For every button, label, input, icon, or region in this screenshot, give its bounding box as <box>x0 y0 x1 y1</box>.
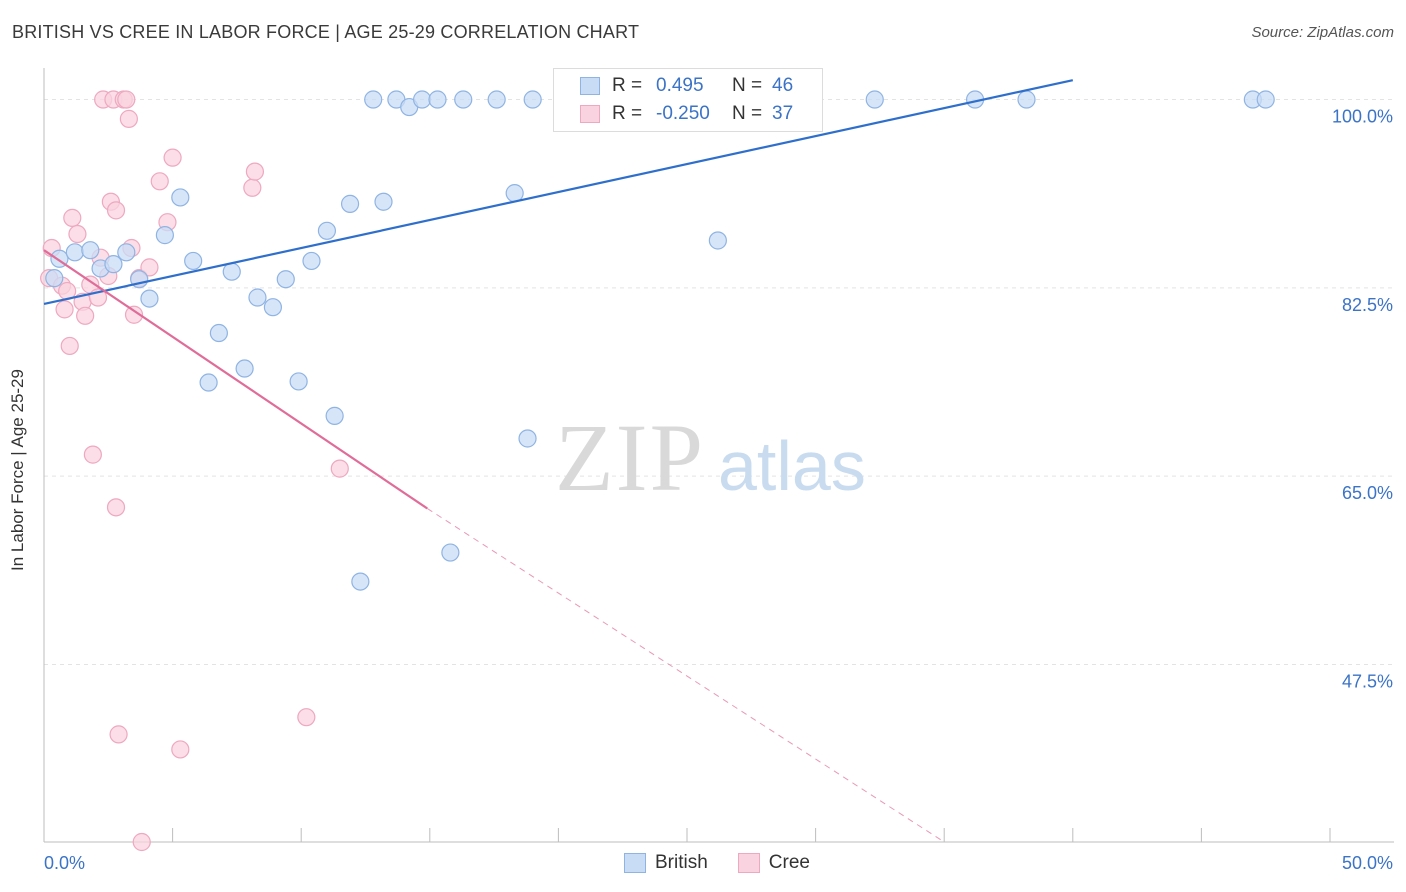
british-n-value: 46 <box>772 75 794 96</box>
british-point-2 <box>65 243 84 262</box>
cree-legend-label: Cree <box>768 852 810 873</box>
y-tick-labels: 100.0% 82.5% 65.0% 47.5% <box>1332 107 1393 692</box>
british-point-10 <box>171 188 190 207</box>
cree-swatch <box>580 105 600 123</box>
british-point-24 <box>351 572 370 591</box>
axes <box>43 68 1394 843</box>
cree-point-3 <box>55 300 74 319</box>
british-point-0 <box>45 269 64 288</box>
british-point-19 <box>289 372 308 391</box>
british-point-39 <box>708 231 727 250</box>
british-point-25 <box>364 90 383 109</box>
cree-point-29 <box>150 172 169 191</box>
british-point-31 <box>454 90 473 109</box>
cree-point-27 <box>132 832 151 852</box>
british-legend-label: British <box>655 852 708 873</box>
x-tick-labels: 0.0% 50.0% <box>44 853 1393 873</box>
source-credit: Source: ZipAtlas.com <box>1251 24 1394 41</box>
british-point-20 <box>302 251 321 271</box>
british-point-15 <box>235 359 254 378</box>
cree-points <box>40 90 349 852</box>
british-r-label: R = <box>612 75 643 96</box>
british-point-16 <box>248 288 267 307</box>
series-legend: British Cree <box>624 852 840 874</box>
legend-row-cree: R = -0.250 N = 37 <box>580 101 793 127</box>
cree-r-value: -0.250 <box>656 103 710 124</box>
british-point-5 <box>104 255 123 274</box>
cree-point-22 <box>117 90 136 109</box>
british-point-36 <box>441 543 460 562</box>
british-points <box>45 90 1275 591</box>
cree-point-35 <box>297 708 316 727</box>
stats-legend: R = 0.495 N = 46 R = -0.250 N = 37 <box>553 68 823 132</box>
cree-point-32 <box>171 740 190 759</box>
british-point-29 <box>412 90 432 109</box>
british-point-42 <box>865 90 884 109</box>
cree-point-6 <box>63 208 82 227</box>
y-tick-label-1: 82.5% <box>1342 295 1393 315</box>
british-point-17 <box>263 298 283 317</box>
british-point-6 <box>117 243 136 262</box>
cree-point-31 <box>163 148 182 167</box>
cree-point-19 <box>106 498 126 517</box>
british-point-34 <box>518 429 537 448</box>
cree-point-9 <box>76 306 95 325</box>
chart-title: BRITISH VS CREE IN LABOR FORCE | AGE 25-… <box>12 22 640 42</box>
british-point-9 <box>155 226 174 245</box>
cree-trend-extension <box>426 508 945 843</box>
legend-row-british: R = 0.495 N = 46 <box>580 73 793 99</box>
british-swatch <box>580 77 600 95</box>
cree-point-33 <box>243 178 262 197</box>
cree-r-label: R = <box>612 103 643 124</box>
legend-item-cree[interactable]: Cree <box>737 852 810 874</box>
y-tick-label-3: 47.5% <box>1342 671 1393 691</box>
cree-n-value: 37 <box>772 103 794 124</box>
cree-point-28 <box>140 258 159 277</box>
y-tick-label-2: 65.0% <box>1342 483 1393 503</box>
british-legend-swatch <box>624 853 646 873</box>
british-point-46 <box>1256 90 1275 109</box>
british-point-11 <box>184 251 203 271</box>
british-point-33 <box>505 184 524 203</box>
british-trend-line <box>43 79 1074 306</box>
cree-point-34 <box>245 162 265 181</box>
cree-point-20 <box>109 725 128 744</box>
x-tick-label-1: 50.0% <box>1342 853 1393 873</box>
cree-trend-line <box>43 249 428 510</box>
british-point-30 <box>428 90 447 109</box>
british-n-label: N = <box>732 75 763 96</box>
british-point-35 <box>523 90 542 109</box>
cree-point-7 <box>68 224 87 244</box>
british-point-44 <box>1017 90 1036 109</box>
cree-n-label: N = <box>732 103 763 124</box>
british-point-21 <box>317 221 337 240</box>
y-tick-label-0: 100.0% <box>1332 107 1393 127</box>
british-point-12 <box>199 373 218 392</box>
y-axis-label: In Labor Force | Age 25-29 <box>8 369 27 571</box>
british-point-14 <box>222 262 241 281</box>
british-point-3 <box>81 241 100 260</box>
cree-point-25 <box>124 305 144 324</box>
cree-point-11 <box>83 445 102 464</box>
british-point-26 <box>374 192 393 211</box>
watermark-atlas: atlas <box>718 427 866 505</box>
british-point-13 <box>209 323 228 343</box>
cree-point-18 <box>106 201 126 220</box>
x-tick-label-0: 0.0% <box>44 853 85 873</box>
british-point-22 <box>325 406 344 425</box>
british-point-23 <box>340 194 360 213</box>
legend-item-british[interactable]: British <box>624 852 708 874</box>
british-point-32 <box>487 90 506 109</box>
trend-lines <box>43 79 1074 843</box>
cree-point-36 <box>330 459 349 478</box>
cree-point-5 <box>60 336 79 356</box>
cree-legend-swatch <box>737 853 760 873</box>
british-point-8 <box>140 289 159 308</box>
watermark: ZIP atlas <box>555 404 866 511</box>
british-r-value: 0.495 <box>656 75 704 96</box>
british-point-18 <box>276 270 295 289</box>
watermark-zip: ZIP <box>555 404 705 511</box>
cree-point-23 <box>119 109 138 128</box>
